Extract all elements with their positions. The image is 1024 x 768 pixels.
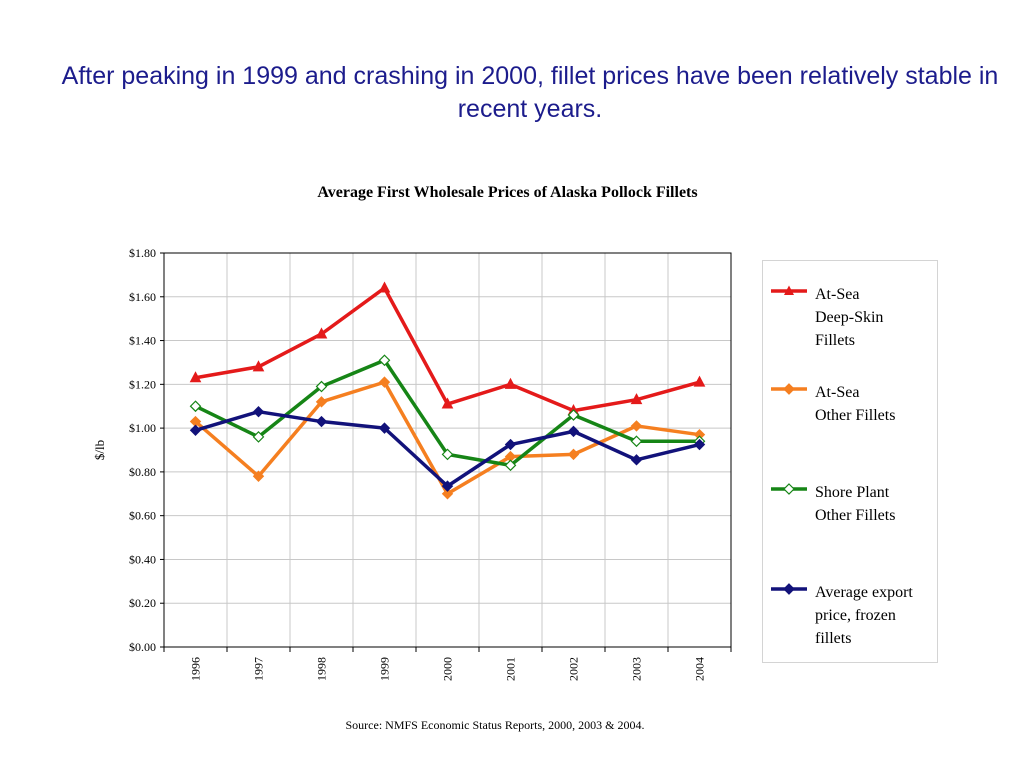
data-point bbox=[630, 420, 643, 432]
legend-label-line: Shore Plant bbox=[815, 484, 890, 501]
data-point bbox=[441, 488, 454, 500]
data-point bbox=[567, 409, 580, 421]
data-point bbox=[504, 377, 517, 389]
data-point bbox=[567, 448, 580, 461]
data-point bbox=[189, 424, 202, 437]
legend-marker bbox=[783, 483, 795, 495]
data-point bbox=[630, 435, 643, 448]
data-point bbox=[378, 422, 391, 434]
slide-headline: After peaking in 1999 and crashing in 20… bbox=[61, 62, 999, 123]
chart-title: Average First Wholesale Prices of Alaska… bbox=[317, 184, 698, 201]
data-point bbox=[378, 354, 391, 367]
data-point bbox=[693, 438, 706, 451]
legend-label: Shore Plant Other Fillets bbox=[815, 481, 947, 527]
chart-legend: At-Sea Deep-Skin Fillets At-Sea Other Fillet… bbox=[762, 260, 938, 663]
legend-label-line: At-Sea bbox=[815, 286, 860, 303]
x-tick-label: 2002 bbox=[567, 657, 581, 681]
data-point bbox=[567, 425, 580, 438]
legend-label: Average export price, frozen fillets bbox=[815, 581, 947, 650]
y-tick-label: $0.60 bbox=[129, 509, 156, 523]
legend-marker bbox=[784, 285, 794, 295]
legend-swatch bbox=[771, 483, 807, 495]
x-tick-label: 2004 bbox=[693, 657, 707, 681]
data-point bbox=[441, 480, 454, 492]
y-tick-label: $0.40 bbox=[129, 552, 156, 566]
plot-border bbox=[163, 252, 732, 648]
y-tick-label: $1.20 bbox=[129, 377, 156, 391]
data-point bbox=[378, 376, 391, 388]
data-point bbox=[441, 448, 454, 461]
data-point bbox=[315, 380, 328, 393]
legend-label-line: fillets bbox=[815, 630, 852, 647]
x-tick-label: 1998 bbox=[315, 657, 329, 681]
x-tick-label: 1999 bbox=[378, 657, 392, 681]
legend-label-line: Other Fillets bbox=[815, 407, 896, 424]
data-point bbox=[693, 375, 706, 387]
data-point bbox=[504, 459, 517, 472]
data-point bbox=[630, 393, 643, 405]
data-point bbox=[189, 371, 202, 383]
y-axis-label: $/lb bbox=[92, 440, 107, 460]
legend-swatch bbox=[771, 583, 807, 595]
data-point bbox=[441, 397, 454, 409]
data-point bbox=[252, 431, 265, 443]
data-point bbox=[315, 327, 328, 339]
legend-label-line: Average export bbox=[815, 584, 913, 601]
x-tick-label: 1996 bbox=[189, 657, 203, 681]
source-note: Source: NMFS Economic Status Reports, 20… bbox=[345, 718, 645, 732]
data-point bbox=[252, 405, 265, 418]
y-tick-label: $1.80 bbox=[129, 246, 156, 260]
legend-swatch bbox=[771, 285, 807, 295]
legend-marker bbox=[783, 383, 795, 395]
data-point bbox=[189, 400, 202, 413]
x-tick-label: 2003 bbox=[630, 657, 644, 681]
x-tick-label: 2001 bbox=[504, 657, 518, 681]
legend-label: At-Sea Other Fillets bbox=[815, 381, 947, 427]
data-point bbox=[315, 396, 328, 408]
legend-marker bbox=[783, 583, 795, 595]
data-point bbox=[630, 454, 643, 466]
data-point bbox=[252, 360, 265, 372]
y-tick-label: $0.00 bbox=[129, 640, 156, 654]
legend-label-line: At-Sea bbox=[815, 384, 860, 401]
data-point bbox=[504, 438, 517, 451]
y-tick-label: $0.80 bbox=[129, 465, 156, 479]
legend-swatch bbox=[771, 383, 807, 395]
legend-label-line: Deep-Skin bbox=[815, 309, 884, 326]
y-tick-label: $1.60 bbox=[129, 290, 156, 304]
y-tick-label: $1.40 bbox=[129, 334, 156, 348]
legend-label-line: price, frozen bbox=[815, 607, 896, 624]
data-point bbox=[252, 470, 265, 482]
x-tick-label: 1997 bbox=[252, 657, 266, 681]
legend-label-line: Other Fillets bbox=[815, 507, 896, 524]
y-tick-label: $0.20 bbox=[129, 596, 156, 610]
y-tick-label: $1.00 bbox=[129, 421, 156, 435]
legend-label: At-Sea Deep-Skin Fillets bbox=[815, 283, 947, 352]
legend-label-line: Fillets bbox=[815, 332, 856, 349]
data-point bbox=[315, 415, 328, 428]
x-tick-label: 2000 bbox=[441, 657, 455, 681]
data-point bbox=[378, 281, 391, 293]
